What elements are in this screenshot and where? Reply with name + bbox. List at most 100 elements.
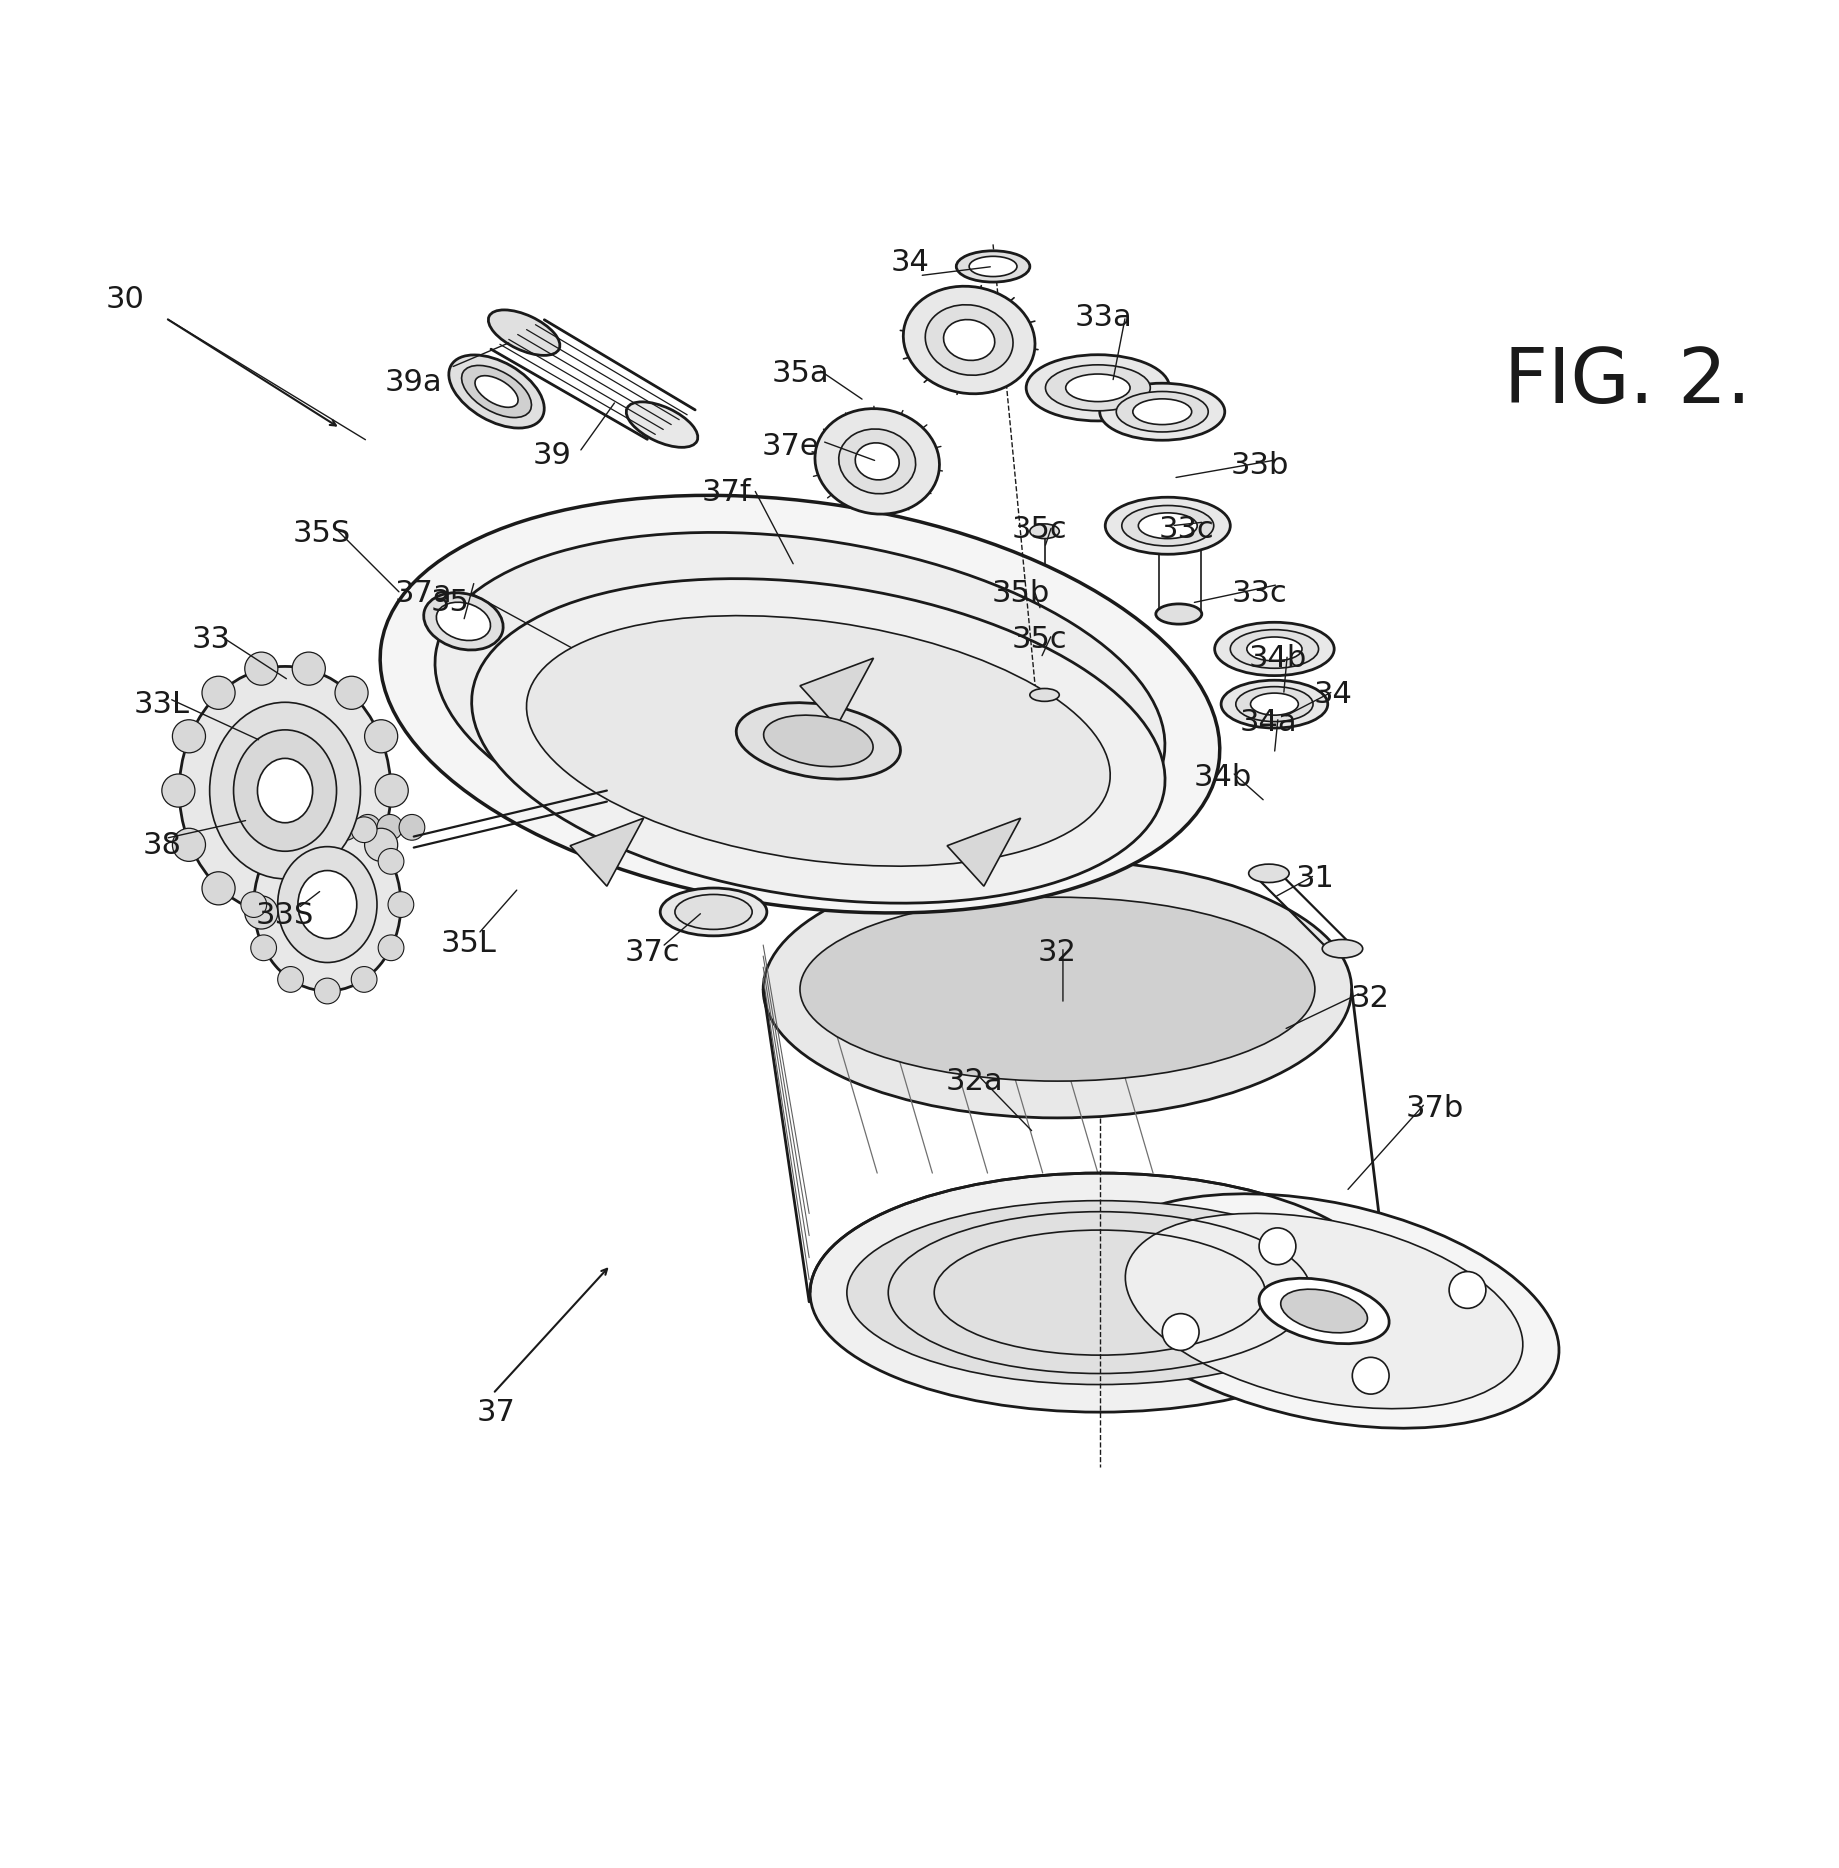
Circle shape	[162, 773, 195, 807]
Ellipse shape	[449, 355, 544, 428]
Text: 33S: 33S	[256, 900, 314, 930]
Ellipse shape	[474, 375, 519, 407]
Text: 39a: 39a	[384, 368, 443, 396]
Ellipse shape	[1251, 693, 1298, 715]
Text: 35b: 35b	[991, 579, 1050, 609]
Ellipse shape	[436, 601, 491, 641]
Circle shape	[351, 966, 377, 992]
Ellipse shape	[956, 250, 1030, 282]
Ellipse shape	[1260, 1278, 1388, 1343]
Circle shape	[1449, 1272, 1486, 1308]
Text: 32a: 32a	[945, 1067, 1004, 1097]
Text: 37e: 37e	[761, 432, 820, 461]
Ellipse shape	[1249, 865, 1289, 882]
Ellipse shape	[800, 897, 1315, 1082]
Ellipse shape	[381, 495, 1219, 913]
Ellipse shape	[815, 409, 940, 514]
Circle shape	[364, 828, 397, 861]
Text: 37: 37	[476, 1397, 517, 1427]
Text: 31: 31	[1295, 865, 1335, 893]
Circle shape	[245, 814, 270, 841]
Ellipse shape	[1322, 940, 1363, 958]
Circle shape	[335, 676, 368, 710]
Circle shape	[379, 934, 405, 960]
Circle shape	[250, 934, 276, 960]
Ellipse shape	[489, 310, 559, 355]
Ellipse shape	[1236, 687, 1313, 721]
Ellipse shape	[436, 532, 1164, 876]
Text: 33b: 33b	[1230, 450, 1289, 480]
Ellipse shape	[846, 1201, 1352, 1384]
Ellipse shape	[1230, 630, 1319, 669]
Circle shape	[377, 814, 403, 841]
Circle shape	[252, 837, 270, 856]
Text: 39: 39	[531, 441, 572, 471]
Ellipse shape	[210, 702, 360, 878]
Circle shape	[388, 891, 414, 917]
Text: 33c: 33c	[1232, 579, 1287, 609]
Text: 35L: 35L	[441, 928, 497, 958]
Text: 37b: 37b	[1405, 1095, 1464, 1123]
Text: 33L: 33L	[134, 689, 189, 719]
Circle shape	[375, 773, 408, 807]
Ellipse shape	[736, 702, 901, 779]
Circle shape	[379, 848, 405, 874]
Circle shape	[333, 814, 359, 841]
Ellipse shape	[1125, 1214, 1523, 1408]
Circle shape	[314, 805, 340, 831]
Text: 34a: 34a	[1239, 708, 1298, 738]
Ellipse shape	[1105, 497, 1230, 555]
Ellipse shape	[234, 730, 337, 852]
Ellipse shape	[462, 366, 531, 418]
Circle shape	[241, 891, 267, 917]
Ellipse shape	[855, 443, 899, 480]
Circle shape	[335, 872, 368, 904]
Text: 37a: 37a	[394, 579, 452, 609]
Text: 34: 34	[1313, 680, 1354, 710]
Ellipse shape	[675, 895, 752, 930]
Ellipse shape	[1247, 637, 1302, 661]
Circle shape	[278, 816, 303, 842]
Text: 38: 38	[142, 831, 182, 861]
Circle shape	[245, 897, 278, 928]
Ellipse shape	[1030, 523, 1059, 538]
Ellipse shape	[1065, 374, 1129, 402]
Ellipse shape	[526, 616, 1111, 867]
Ellipse shape	[1030, 689, 1059, 700]
Ellipse shape	[298, 870, 357, 938]
Ellipse shape	[903, 286, 1035, 394]
Text: 34b: 34b	[1249, 644, 1308, 672]
Text: 37c: 37c	[625, 938, 680, 968]
Ellipse shape	[1116, 392, 1208, 432]
Ellipse shape	[1221, 680, 1328, 729]
Ellipse shape	[969, 256, 1017, 276]
Polygon shape	[570, 818, 644, 885]
Text: 35c: 35c	[1011, 516, 1067, 544]
Ellipse shape	[763, 715, 874, 766]
Ellipse shape	[254, 818, 401, 992]
Circle shape	[173, 719, 206, 753]
Circle shape	[296, 837, 314, 856]
Circle shape	[314, 979, 340, 1003]
Polygon shape	[947, 818, 1021, 885]
Ellipse shape	[943, 319, 995, 361]
Text: 33: 33	[191, 626, 232, 654]
Ellipse shape	[627, 402, 697, 446]
Circle shape	[278, 966, 303, 992]
Circle shape	[311, 814, 337, 841]
Circle shape	[364, 719, 397, 753]
Circle shape	[1260, 1227, 1296, 1265]
Circle shape	[223, 814, 248, 841]
Circle shape	[318, 837, 337, 856]
Text: 35c: 35c	[1011, 626, 1067, 654]
Ellipse shape	[839, 430, 916, 493]
Ellipse shape	[1026, 355, 1170, 420]
Ellipse shape	[925, 304, 1013, 375]
Circle shape	[230, 837, 248, 856]
Text: 32: 32	[1037, 938, 1078, 968]
Ellipse shape	[1089, 1194, 1559, 1429]
Text: 30: 30	[105, 286, 145, 314]
Circle shape	[250, 848, 276, 874]
Text: 35: 35	[430, 588, 471, 618]
Ellipse shape	[278, 846, 377, 962]
